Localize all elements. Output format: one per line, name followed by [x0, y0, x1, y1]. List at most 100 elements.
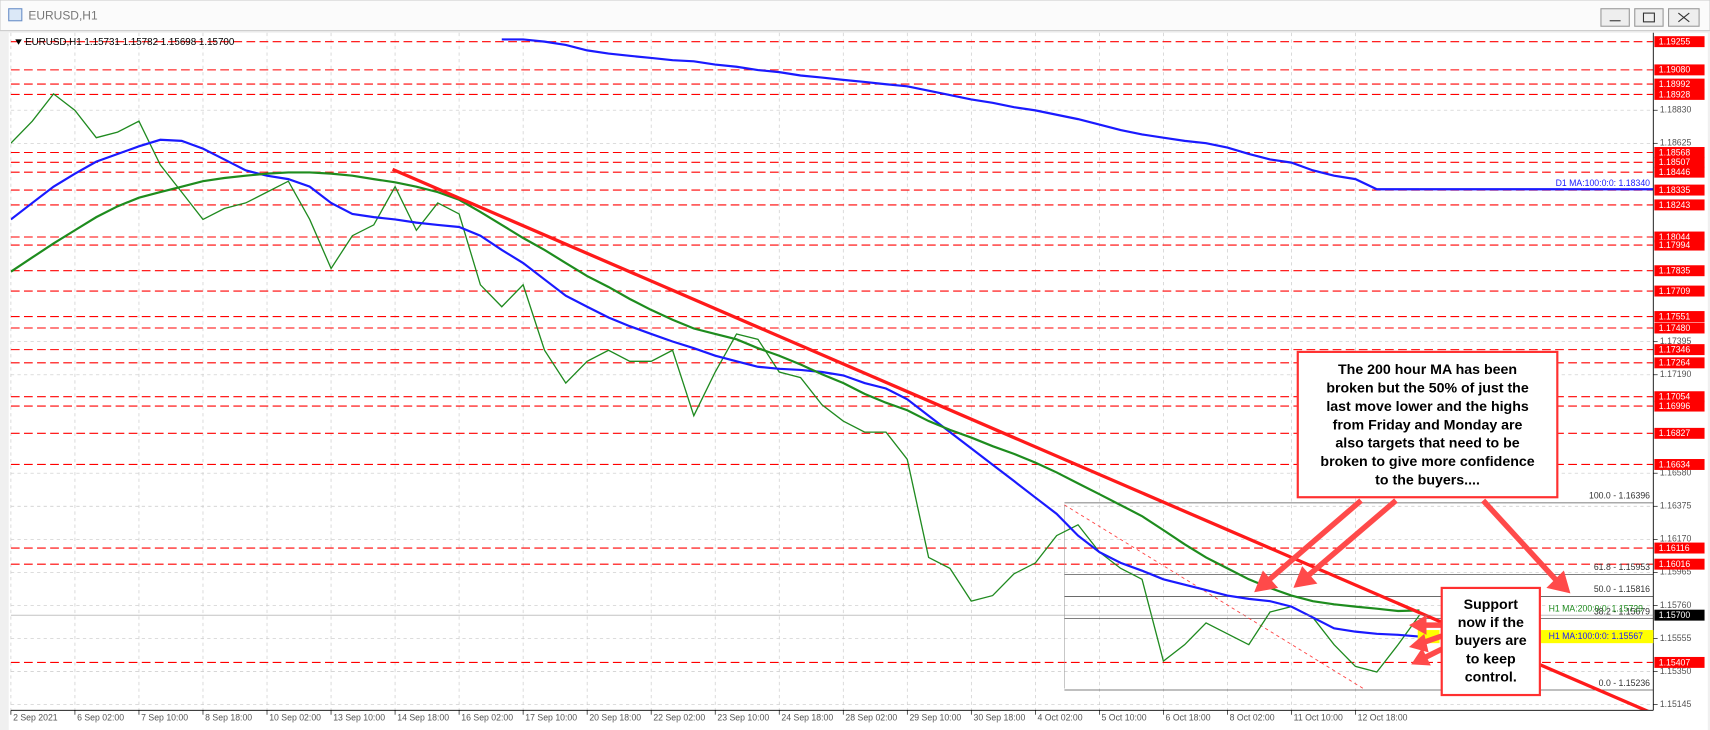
level-label: 1.16634 [1659, 459, 1691, 469]
x-tick-label: 28 Sep 02:00 [845, 712, 897, 722]
x-tick-label: 7 Sep 10:00 [141, 712, 188, 722]
level-label: 1.18446 [1659, 167, 1691, 177]
level-label: 1.16016 [1659, 559, 1691, 569]
x-tick-label: 6 Oct 18:00 [1166, 712, 1211, 722]
level-label: 1.19255 [1659, 37, 1691, 47]
y-tick-label: 1.16580 [1660, 467, 1692, 477]
header-marker [15, 39, 22, 45]
y-tick-label: 1.15145 [1660, 699, 1692, 709]
x-tick-label: 24 Sep 18:00 [781, 712, 833, 722]
level-label: 1.16827 [1659, 428, 1691, 438]
fib-label: 61.8 - 1.15953 [1594, 562, 1650, 572]
annotation-text: The 200 hour MA has been [1338, 362, 1517, 378]
ma-label: D1 MA:100:0:0: 1.18340 [1556, 178, 1651, 188]
arrow [1423, 646, 1443, 661]
level-label: 1.17480 [1659, 323, 1691, 333]
level-label: 1.18568 [1659, 147, 1691, 157]
level-label-bg [1654, 166, 1705, 178]
level-label-bg [1654, 36, 1705, 48]
level-label-bg [1654, 542, 1705, 554]
x-tick-label: 5 Oct 10:00 [1102, 712, 1147, 722]
level-label-bg [1654, 285, 1705, 297]
level-label-bg [1654, 459, 1705, 470]
x-tick-label: 14 Sep 18:00 [397, 712, 449, 722]
annotation-text: now if the [1458, 615, 1524, 631]
y-tick-label: 1.16375 [1660, 501, 1692, 511]
series-line [10, 138, 1420, 638]
level-label-bg [1654, 400, 1705, 412]
maximize-button[interactable] [1634, 8, 1664, 27]
minimize-button[interactable] [1600, 8, 1630, 27]
annotation-text: broken to give more confidence [1320, 454, 1534, 470]
arrow [1304, 498, 1398, 580]
arrow [1481, 498, 1560, 584]
title-bar [0, 0, 1710, 32]
level-label-bg [1654, 265, 1705, 277]
y-tick-label: 1.15350 [1660, 666, 1692, 676]
annotation-text: buyers are [1455, 633, 1527, 649]
x-tick-label: 30 Sep 18:00 [973, 712, 1025, 722]
annotation-text: Support [1464, 597, 1519, 613]
ma-label: H1 MA:200:0:0: 1.15729 [1549, 604, 1644, 614]
x-tick-label: 6 Sep 02:00 [77, 712, 124, 722]
level-label: 1.17264 [1659, 358, 1691, 368]
level-label-bg [1654, 391, 1705, 403]
axis-labels: 2 Sep 2021 6 Sep 02:00 7 Sep 10:00 8 Sep 18… [10, 36, 1705, 722]
level-label-bg [1654, 427, 1705, 439]
x-tick-label: 17 Sep 10:00 [525, 712, 577, 722]
level-label: 1.17709 [1659, 286, 1691, 296]
level-label: 1.18507 [1659, 157, 1691, 167]
annotations: The 200 hour MA has been broken but the 5… [1320, 362, 1534, 685]
level-label: 1.18335 [1659, 185, 1691, 195]
series-line [10, 171, 1420, 613]
current-price-label: 1.15700 [1659, 610, 1691, 620]
level-label-bg [1654, 199, 1705, 211]
ma-label: H1 MA:100:0:0: 1.15567 [1549, 631, 1644, 641]
level-label-bg [1654, 88, 1705, 100]
fib-label: 100.0 - 1.16396 [1589, 491, 1650, 501]
level-label: 1.17835 [1659, 266, 1691, 276]
y-tick-label: 1.18625 [1660, 138, 1692, 148]
x-tick-label: 8 Oct 02:00 [1230, 712, 1275, 722]
level-label-bg [1654, 239, 1705, 251]
arrow-head [1411, 648, 1431, 666]
level-label: 1.17346 [1659, 344, 1691, 354]
arrow-head [1409, 633, 1429, 653]
x-tick-label: 8 Sep 18:00 [205, 712, 252, 722]
close-icon [1678, 12, 1690, 23]
y-tick-label: 1.15760 [1660, 600, 1692, 610]
annotation-box [1440, 586, 1541, 697]
level-label: 1.17994 [1659, 240, 1691, 250]
level-label-bg [1654, 322, 1705, 334]
level-label-bg [1654, 311, 1705, 323]
level-label: 1.18928 [1659, 89, 1691, 99]
window-title: EURUSD,H1 [28, 9, 98, 23]
x-tick-label: 13 Sep 10:00 [333, 712, 385, 722]
y-tick-label: 1.17190 [1660, 369, 1692, 379]
level-label-bg [1654, 357, 1705, 369]
x-tick-label: 22 Sep 02:00 [653, 712, 705, 722]
grid [10, 32, 1654, 711]
arrow-head [1546, 570, 1571, 594]
arrow-head [1254, 570, 1279, 593]
x-tick-label: 2 Sep 2021 [13, 712, 58, 722]
arrow [1265, 498, 1363, 584]
arrow-head [1409, 615, 1427, 635]
annotation-box [1296, 350, 1559, 499]
level-label: 1.17551 [1659, 311, 1691, 321]
x-tick-label: 10 Sep 02:00 [269, 712, 321, 722]
annotation-arrows [1254, 498, 1571, 666]
maximize-icon [1642, 12, 1655, 23]
y-tick-label: 1.16170 [1660, 534, 1692, 544]
level-label-bg [1654, 558, 1705, 570]
level-label: 1.19080 [1659, 65, 1691, 75]
level-label: 1.15407 [1659, 657, 1691, 667]
series-line [10, 92, 1421, 673]
level-label-bg [1654, 184, 1705, 196]
x-tick-label: 4 Oct 02:00 [1038, 712, 1083, 722]
level-label-bg [1654, 156, 1705, 168]
level-label: 1.18044 [1659, 232, 1691, 242]
annotation-text: broken but the 50% of just the [1326, 381, 1528, 397]
